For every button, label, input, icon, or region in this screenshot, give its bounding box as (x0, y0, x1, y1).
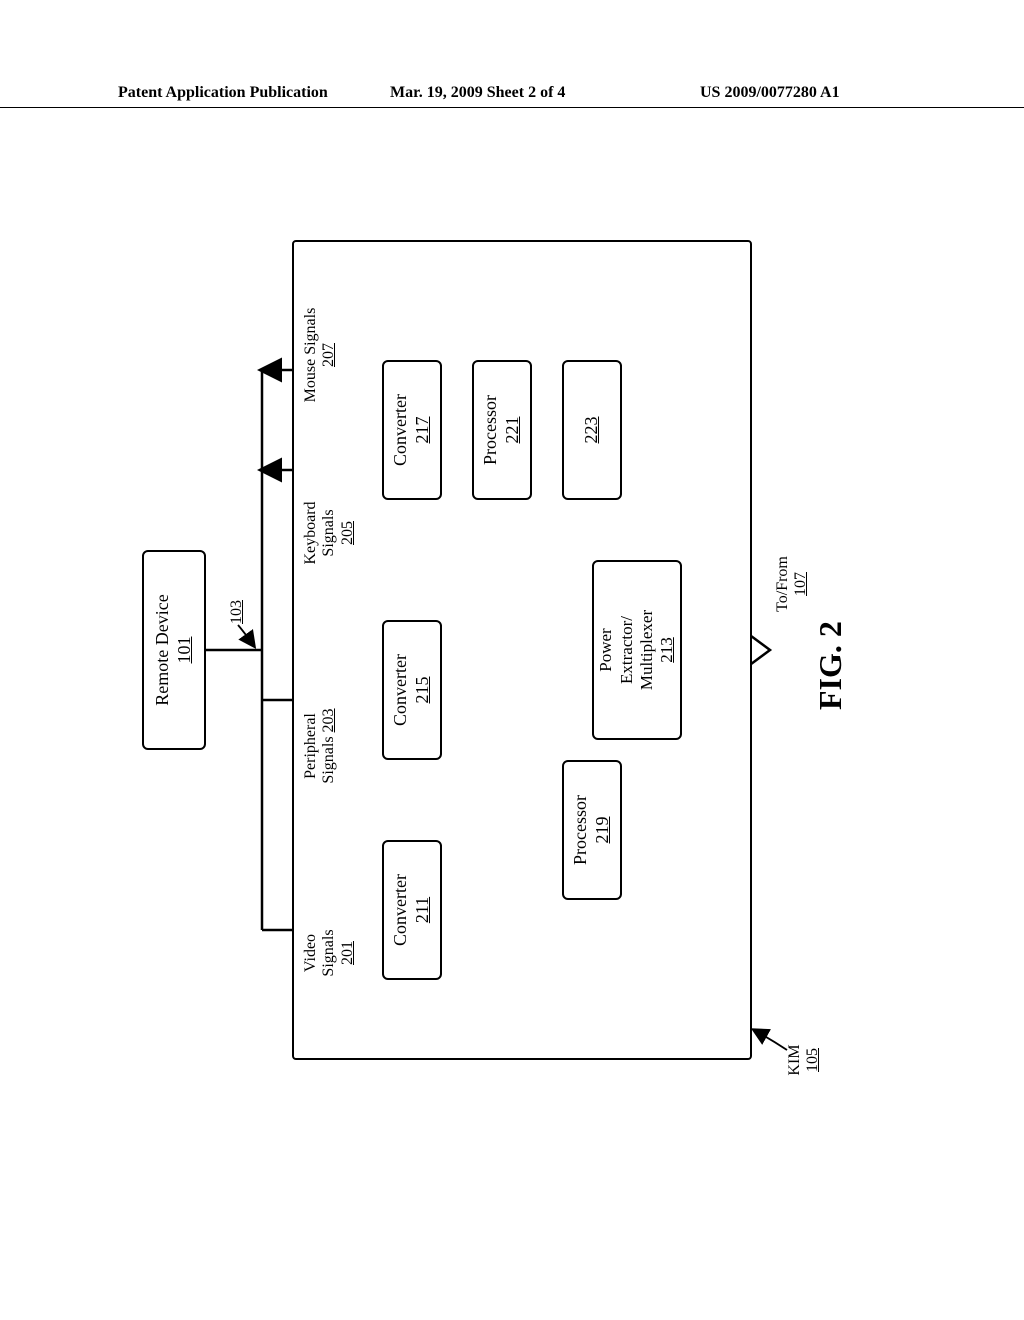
label-peripheral-signals: Peripheral Signals 203 (302, 700, 339, 792)
diagram-stage: Remote Device 101 Video Signals 201 Peri… (142, 140, 882, 1180)
pem-label-line1: Power (596, 628, 616, 671)
label-to-from-107: To/From 107 (774, 544, 811, 624)
box-converter-211: Converter 211 (382, 840, 442, 980)
box-converter-217: Converter 217 (382, 360, 442, 500)
box-converter-215: Converter 215 (382, 620, 442, 760)
box-remote-device: Remote Device 101 (142, 550, 206, 750)
figure-caption: FIG. 2 (812, 621, 849, 710)
box-processor-219: Processor 219 (562, 760, 622, 900)
remote-device-label: Remote Device (152, 594, 174, 705)
remote-device-ref: 101 (174, 637, 196, 664)
box-223: 223 (562, 360, 622, 500)
label-mouse-signals: Mouse Signals 207 (302, 300, 339, 410)
pem-label-line2: Extractor/ (617, 616, 637, 684)
pem-label-line3: Multiplexer (637, 610, 657, 690)
label-kim-105: KIM 105 (786, 1030, 823, 1090)
box-power-extractor-multiplexer: Power Extractor/ Multiplexer 213 (592, 560, 682, 740)
figure-2: Remote Device 101 Video Signals 201 Peri… (0, 0, 1024, 1320)
label-video-signals: Video Signals 201 (302, 918, 357, 988)
label-103: 103 (228, 600, 246, 624)
label-keyboard-signals: Keyboard Signals 205 (302, 488, 357, 578)
box-processor-221: Processor 221 (472, 360, 532, 500)
